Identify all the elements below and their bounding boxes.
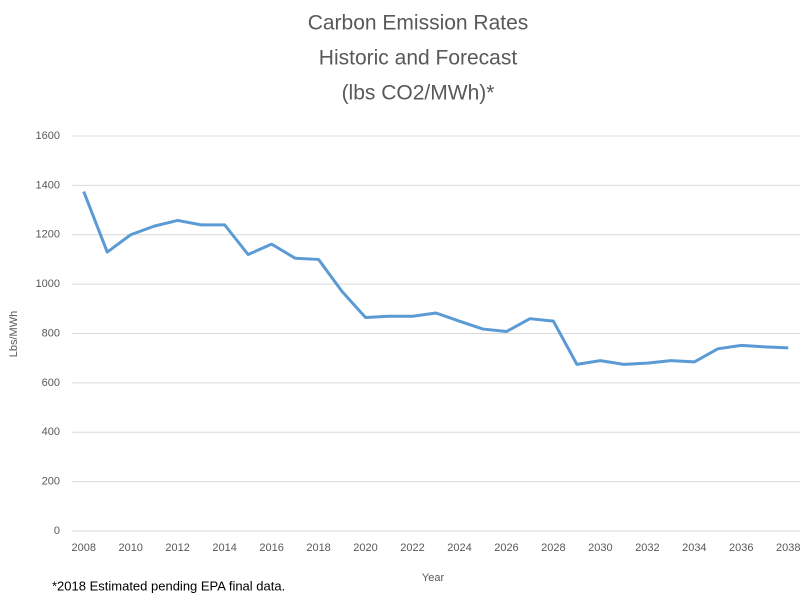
y-tick-label: 200 [42,476,60,488]
x-tick-label: 2024 [447,542,471,554]
x-tick-label: 2038 [776,542,800,554]
chart-title: (lbs CO2/MWh)* [342,82,495,105]
x-tick-label: 2032 [635,542,659,554]
x-tick-label: 2030 [588,542,612,554]
x-tick-label: 2008 [71,542,95,554]
y-tick-label: 1000 [36,278,60,290]
y-axis-label: Lbs/MWh [8,311,20,357]
y-tick-label: 1400 [36,179,60,191]
x-tick-label: 2026 [494,542,518,554]
x-tick-label: 2014 [212,542,236,554]
chart-title: Historic and Forecast [319,47,518,70]
chart-title: Carbon Emission Rates [308,12,529,35]
x-tick-label: 2022 [400,542,424,554]
y-tick-label: 400 [42,426,60,438]
x-tick-label: 2010 [118,542,142,554]
x-tick-label: 2012 [165,542,189,554]
y-tick-label: 600 [42,377,60,389]
x-tick-label: 2028 [541,542,565,554]
x-tick-label: 2020 [353,542,377,554]
y-tick-label: 1200 [36,229,60,241]
x-tick-label: 2016 [259,542,283,554]
x-tick-label: 2036 [729,542,753,554]
y-tick-label: 1600 [36,130,60,142]
y-tick-label: 800 [42,327,60,339]
footnote: *2018 Estimated pending EPA final data. [52,578,285,593]
y-tick-label: 0 [54,525,60,537]
data-line [82,191,789,366]
x-axis-label: Year [422,572,445,584]
x-tick-label: 2034 [682,542,706,554]
x-tick-label: 2018 [306,542,330,554]
